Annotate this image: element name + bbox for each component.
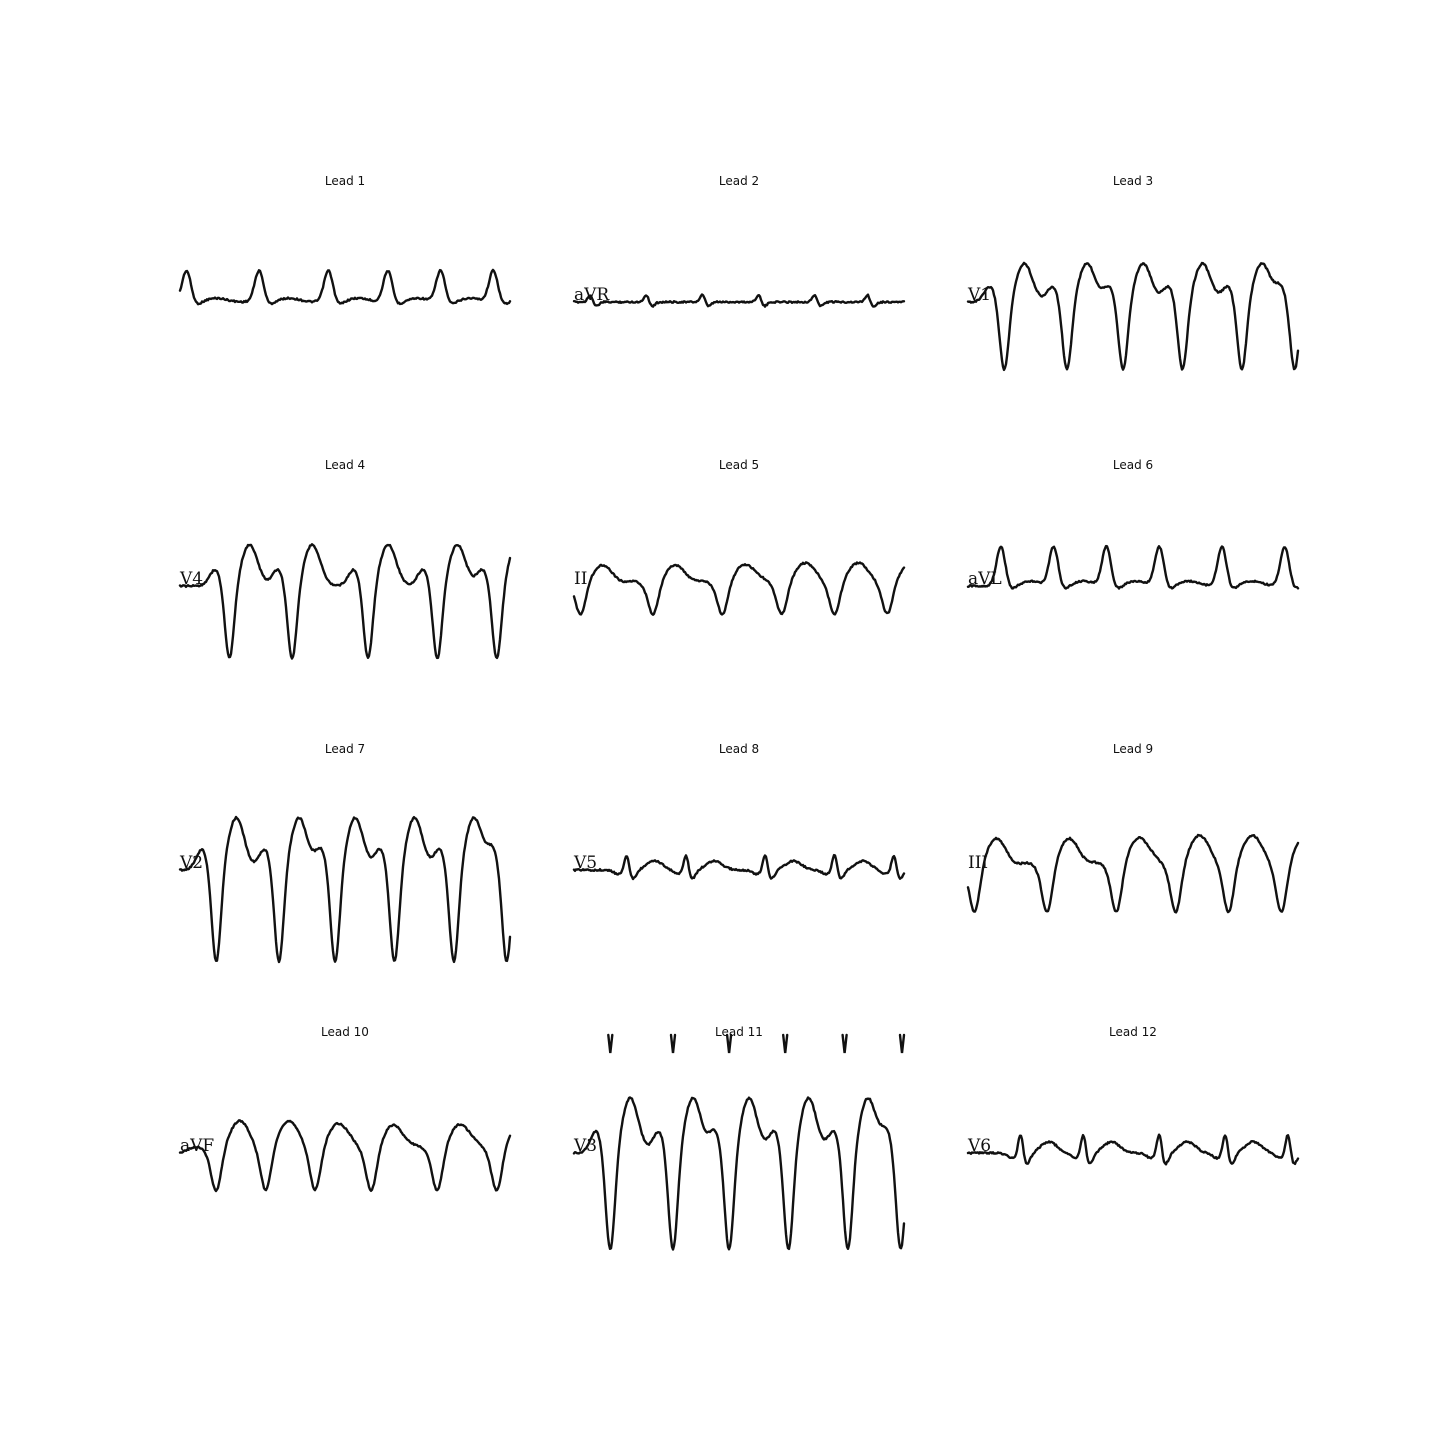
lead-label: V3: [573, 1136, 597, 1156]
ecg-trace: [572, 293, 906, 308]
lead-label: V1: [967, 285, 991, 305]
lead-title: Lead 11: [715, 1025, 763, 1039]
lead-panel: Lead 10 aVF: [178, 1023, 512, 1263]
lead-trace-plot: V2: [178, 815, 512, 964]
ecg-trace: [178, 268, 512, 306]
lead-title: Lead 3: [1112, 174, 1154, 188]
lead-panel: Lead 11 V3: [572, 1023, 906, 1263]
lead-label: V4: [179, 569, 203, 589]
lead-title: Lead 9: [1112, 742, 1154, 756]
lead-title: Lead 4: [324, 458, 366, 472]
ecg-trace: [966, 1133, 1300, 1166]
lead-title: Lead 5: [718, 458, 760, 472]
lead-panel: Lead 12 V6: [966, 1023, 1300, 1263]
lead-label: III: [968, 853, 988, 873]
lead-title: Lead 2: [718, 174, 760, 188]
lead-title: Lead 12: [1109, 1025, 1157, 1039]
lead-trace-plot: aVF: [178, 1119, 512, 1193]
ecg-trace: [178, 815, 512, 964]
lead-title: Lead 8: [718, 742, 760, 756]
lead-panel: Lead 3 V1: [966, 172, 1300, 412]
lead-trace-plot: aVL: [966, 544, 1300, 590]
lead-title: Lead 7: [324, 742, 366, 756]
lead-label: V6: [967, 1136, 991, 1156]
beat-marker: [782, 1033, 789, 1054]
lead-panel: Lead 6 aVL: [966, 456, 1300, 696]
lead-trace-plot: III: [966, 833, 1300, 914]
ecg-trace: [966, 261, 1300, 372]
lead-trace-plot: aVR: [572, 285, 906, 308]
lead-trace-plot: V4: [178, 543, 512, 660]
ecg-trace: [966, 544, 1300, 590]
ecg-trace: [178, 1119, 512, 1193]
ecg-trace: [966, 833, 1300, 914]
lead-label: aVL: [968, 569, 1002, 589]
ecg-trace: [572, 853, 906, 881]
beat-marker: [841, 1033, 848, 1054]
lead-label: aVR: [574, 285, 610, 305]
lead-trace-plot: II: [572, 561, 906, 616]
lead-trace-plot: [178, 268, 512, 306]
lead-title: Lead 10: [321, 1025, 369, 1039]
beat-marker: [898, 1033, 906, 1054]
beat-marker: [725, 1033, 733, 1054]
lead-label: aVF: [180, 1136, 214, 1156]
beat-marker: [669, 1033, 677, 1054]
lead-panel: Lead 7 V2: [178, 740, 512, 980]
lead-title: Lead 6: [1112, 458, 1154, 472]
lead-label: II: [574, 569, 587, 589]
lead-trace-plot: V1: [966, 261, 1300, 372]
lead-trace-plot: V6: [966, 1133, 1300, 1166]
lead-panel: Lead 4 V4: [178, 456, 512, 696]
ecg-trace: [178, 543, 512, 660]
ecg-trace: [572, 1096, 906, 1251]
lead-label: V2: [179, 853, 203, 873]
lead-panel: Lead 8 V5: [572, 740, 906, 980]
lead-panel: Lead 9 III: [966, 740, 1300, 980]
lead-panel: Lead 2 aVR: [572, 172, 906, 412]
lead-trace-plot: V3: [572, 1033, 906, 1251]
lead-label: V5: [573, 853, 597, 873]
beat-marker: [607, 1033, 614, 1054]
lead-trace-plot: V5: [572, 853, 906, 881]
lead-panel: Lead 5 II: [572, 456, 906, 696]
ecg-trace: [572, 561, 906, 616]
lead-title: Lead 1: [324, 174, 366, 188]
lead-panel: Lead 1: [178, 172, 512, 412]
